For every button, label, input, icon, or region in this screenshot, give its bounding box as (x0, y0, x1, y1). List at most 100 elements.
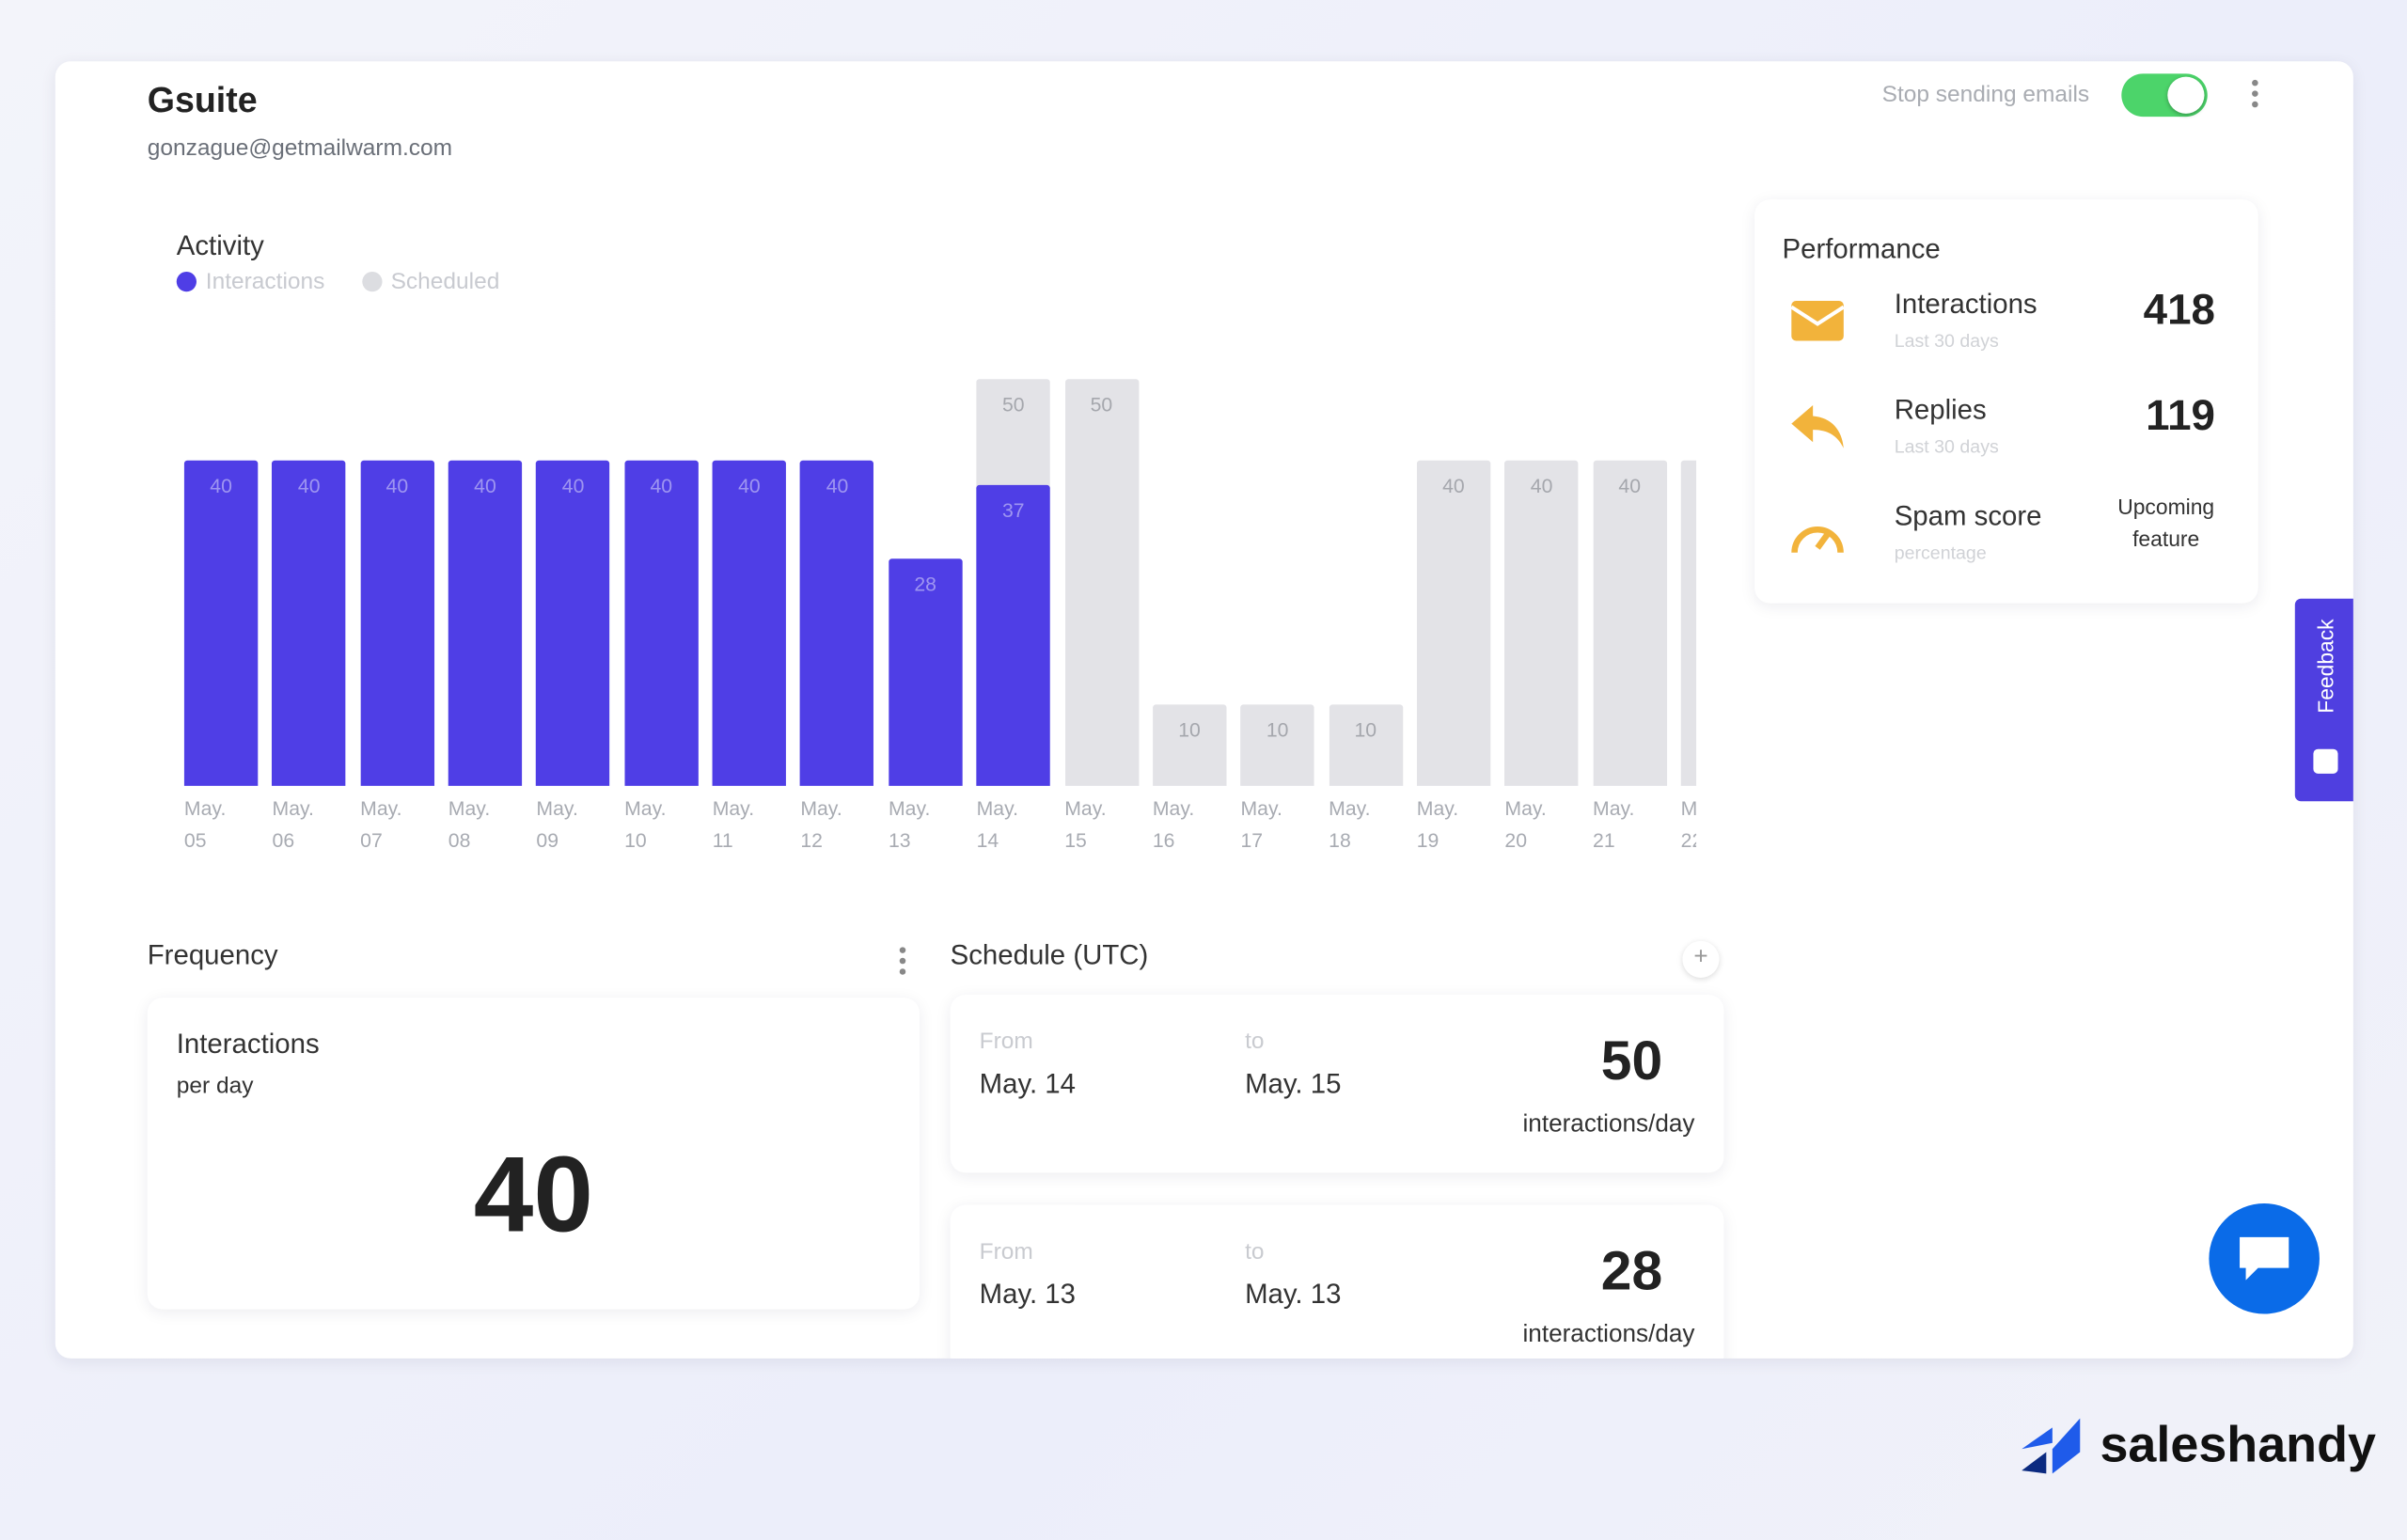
feedback-icon (2313, 748, 2338, 774)
account-title: Gsuite (147, 79, 258, 120)
bar (536, 460, 610, 786)
from-label: From (979, 1028, 1033, 1055)
bar-area: 50 50 10 10 10 40 40 40 40 40 40 40 40 40 40 40 40 28 37 (169, 307, 1697, 786)
bar-value-label: 40 (210, 474, 232, 497)
x-tick-label: May. 07 (360, 796, 402, 853)
bar (183, 460, 259, 786)
brand-name: saleshandy (2100, 1415, 2376, 1472)
x-tick-label: May. 17 (1240, 796, 1282, 853)
bar-value-label: 40 (1681, 474, 1696, 496)
legend-dot (361, 271, 382, 292)
schedule-card: From May. 13 to May. 13 28 interactions/day (950, 1204, 1724, 1359)
bar (448, 460, 523, 786)
bar-value-label: 10 (1266, 718, 1289, 742)
to-label: to (1245, 1238, 1265, 1265)
frequency-sublabel: per day (176, 1073, 254, 1099)
bar (800, 460, 874, 786)
feedback-label: Feedback (2313, 619, 2338, 714)
schedule-unit: interactions/day (1522, 1321, 1695, 1348)
legend-item[interactable]: Scheduled (361, 268, 500, 295)
from-date: May. 13 (979, 1278, 1077, 1310)
to-label: to (1245, 1028, 1265, 1055)
bar-value-label: 40 (1618, 474, 1642, 497)
frequency-label: Interactions (176, 1028, 320, 1060)
performance-card: Performance Interactions Last 30 days 418 R… (1754, 199, 2258, 604)
performance-bg (1754, 199, 2258, 604)
metric-value: Upcoming feature (2117, 494, 2215, 552)
bar-value-label: 50 (1001, 392, 1025, 416)
chat-icon (2240, 1236, 2289, 1281)
metric-sublabel: Last 30 days (1894, 330, 1999, 352)
x-tick-label: May. 19 (1416, 796, 1459, 853)
bar (1504, 460, 1579, 786)
x-tick-label: May. 10 (624, 796, 667, 853)
schedule-value: 28 (1600, 1238, 1663, 1302)
more-menu[interactable] (2244, 77, 2266, 114)
schedule-card: From May. 14 to May. 15 50 interactions/day (950, 994, 1724, 1173)
bar (888, 558, 963, 786)
x-tick-label: May. 15 (1064, 796, 1107, 853)
bar (1064, 379, 1139, 786)
x-tick-label: May. 14 (976, 796, 1019, 853)
metric-label: Replies (1894, 394, 1987, 426)
bar-value-label: 37 (1001, 498, 1025, 522)
x-tick-label: May. 22 (1680, 796, 1697, 853)
legend-item[interactable]: Interactions (176, 268, 325, 295)
bar (1152, 704, 1227, 786)
brand-logo (2022, 1418, 2081, 1474)
gauge-icon (1791, 526, 1844, 553)
metric-label: Interactions (1894, 288, 2037, 320)
bar-value-label: 10 (1178, 718, 1201, 742)
schedule-value: 50 (1600, 1028, 1663, 1092)
x-tick-label: May. 09 (536, 796, 578, 853)
schedule-title: Schedule (UTC) (950, 939, 1149, 970)
performance-title: Performance (1782, 233, 1941, 264)
x-tick-label: May. 20 (1504, 796, 1547, 853)
metric-label: Spam score (1894, 500, 2042, 531)
legend-label: Interactions (205, 268, 325, 295)
bar-value-label: 40 (738, 474, 761, 497)
metric-sublabel: percentage (1894, 542, 1987, 564)
bar (360, 460, 434, 786)
toggle[interactable] (2121, 73, 2208, 118)
bar-value-label: 10 (1354, 718, 1377, 742)
mail-icon (1790, 300, 1845, 341)
feedback-tab[interactable]: Feedback (2294, 598, 2353, 802)
bar-value-label: 40 (1530, 474, 1553, 497)
x-tick-label: May. 05 (183, 796, 227, 853)
bar (1416, 460, 1491, 786)
x-tick-label: May. 12 (800, 796, 842, 853)
legend-dot (176, 271, 197, 292)
bar (1240, 704, 1314, 786)
schedule-unit: interactions/day (1522, 1111, 1695, 1138)
activity-chart: 50 50 10 10 10 40 40 40 40 40 40 40 40 40 40 40 40 28 37 Ma… (169, 307, 1697, 860)
bar-value-label: 40 (385, 474, 409, 497)
chat-button[interactable] (2209, 1202, 2320, 1314)
bar-value-label: 28 (914, 572, 936, 595)
bar (712, 460, 787, 786)
metric-value: 119 (2146, 391, 2215, 439)
from-label: From (979, 1238, 1033, 1265)
main-card: Gsuite gonzague@getmailwarm.com Stop sen… (55, 61, 2353, 1359)
bar (1329, 704, 1403, 786)
legend-label: Scheduled (390, 268, 500, 295)
x-tick-label: May. 11 (712, 796, 755, 853)
bar (272, 460, 346, 786)
bar-value-label: 50 (1090, 392, 1113, 416)
add-schedule[interactable]: + (1682, 940, 1720, 978)
frequency-value: 40 (473, 1134, 593, 1254)
metric-value: 418 (2143, 285, 2215, 334)
bar (1593, 460, 1667, 786)
metric-sublabel: Last 30 days (1894, 435, 1999, 458)
frequency-title: Frequency (147, 939, 278, 970)
x-tick-label: May. 16 (1152, 796, 1195, 853)
bar-value-label: 40 (650, 474, 673, 497)
to-date: May. 13 (1245, 1278, 1342, 1310)
x-tick-label: May. 21 (1593, 796, 1635, 853)
frequency-menu[interactable] (892, 944, 914, 981)
bar (976, 484, 1050, 786)
frequency-card: Interactions per day 40 (147, 998, 920, 1310)
bar (1680, 460, 1697, 786)
